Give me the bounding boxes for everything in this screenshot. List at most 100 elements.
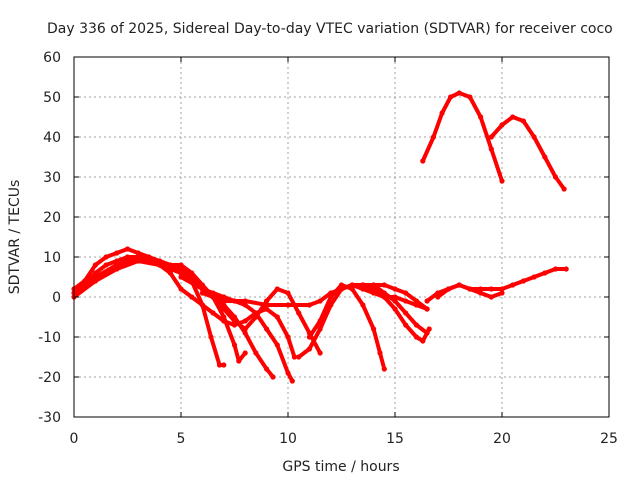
data-point <box>264 326 270 332</box>
data-point <box>403 298 409 304</box>
data-point <box>157 262 163 268</box>
data-point <box>531 274 537 280</box>
data-point <box>424 298 430 304</box>
data-point <box>467 94 473 100</box>
data-point <box>488 146 494 152</box>
data-point <box>430 134 437 140</box>
data-point <box>360 282 366 288</box>
data-point <box>478 286 484 292</box>
data-point <box>253 350 259 356</box>
data-point <box>114 250 120 256</box>
x-tick-label: 20 <box>493 431 511 447</box>
data-point <box>274 286 280 292</box>
data-point <box>242 318 248 324</box>
data-point <box>392 298 398 304</box>
data-point <box>124 254 131 260</box>
data-point <box>520 278 527 284</box>
data-point <box>285 302 291 308</box>
data-point <box>561 186 567 192</box>
data-point <box>285 290 291 296</box>
data-point <box>499 178 505 184</box>
data-point <box>488 134 494 140</box>
y-tick-label: 30 <box>43 170 61 186</box>
data-point <box>317 326 323 332</box>
data-series <box>71 90 569 384</box>
data-point <box>264 298 270 304</box>
data-point <box>285 334 291 340</box>
data-point <box>306 346 312 352</box>
data-point <box>178 266 184 272</box>
x-tick-label: 15 <box>386 431 404 447</box>
data-point <box>231 342 238 348</box>
data-point <box>403 310 409 316</box>
data-point <box>264 366 270 372</box>
data-point <box>552 266 559 272</box>
data-point <box>542 154 548 160</box>
data-point <box>264 306 270 312</box>
data-point <box>221 362 227 368</box>
data-point <box>439 110 445 116</box>
x-tick-label: 0 <box>70 431 79 447</box>
data-point <box>296 354 302 360</box>
data-point <box>92 262 98 268</box>
data-point <box>542 270 548 276</box>
y-tick-label: 20 <box>43 210 61 226</box>
data-point <box>531 134 537 140</box>
data-point <box>381 282 387 288</box>
data-point <box>135 254 141 260</box>
data-point <box>216 362 223 368</box>
data-point <box>178 262 184 268</box>
data-point <box>146 254 152 260</box>
data-point <box>221 294 227 300</box>
data-point <box>242 298 248 304</box>
data-point <box>456 90 462 96</box>
data-point <box>456 282 462 288</box>
data-point <box>317 350 323 356</box>
data-point <box>242 330 248 336</box>
data-point <box>167 270 173 276</box>
data-point <box>178 274 184 280</box>
data-point <box>360 302 366 308</box>
data-point <box>448 94 454 100</box>
data-point <box>199 290 205 296</box>
data-point <box>124 246 131 252</box>
data-point <box>445 286 452 292</box>
y-tick-label: -30 <box>38 410 61 426</box>
y-tick-label: 0 <box>52 290 61 306</box>
data-point <box>403 322 409 328</box>
data-point <box>467 286 473 292</box>
grid-lines <box>74 57 609 417</box>
data-point <box>371 282 377 288</box>
data-point <box>306 302 312 308</box>
data-point <box>264 302 270 308</box>
data-point <box>291 354 297 360</box>
data-point <box>210 294 216 300</box>
data-point <box>114 262 120 268</box>
data-point <box>426 326 432 332</box>
data-point <box>488 294 494 300</box>
data-point <box>210 310 216 316</box>
data-point <box>420 158 426 164</box>
data-point <box>510 282 516 288</box>
data-point <box>413 298 419 304</box>
data-point <box>413 334 419 340</box>
data-point <box>199 302 205 308</box>
data-point <box>349 282 355 288</box>
data-point <box>478 114 484 120</box>
y-tick-label: 50 <box>43 90 61 106</box>
data-point <box>338 286 345 292</box>
data-point <box>189 294 195 300</box>
data-point <box>306 334 312 340</box>
data-point <box>563 266 569 272</box>
data-point <box>510 114 516 120</box>
data-point <box>552 174 559 180</box>
data-point <box>371 326 377 332</box>
data-point <box>103 254 109 260</box>
data-point <box>221 318 227 324</box>
data-point <box>499 122 505 128</box>
data-point <box>242 350 248 356</box>
data-point <box>221 306 227 312</box>
x-tick-label: 5 <box>177 431 186 447</box>
data-point <box>403 290 409 296</box>
